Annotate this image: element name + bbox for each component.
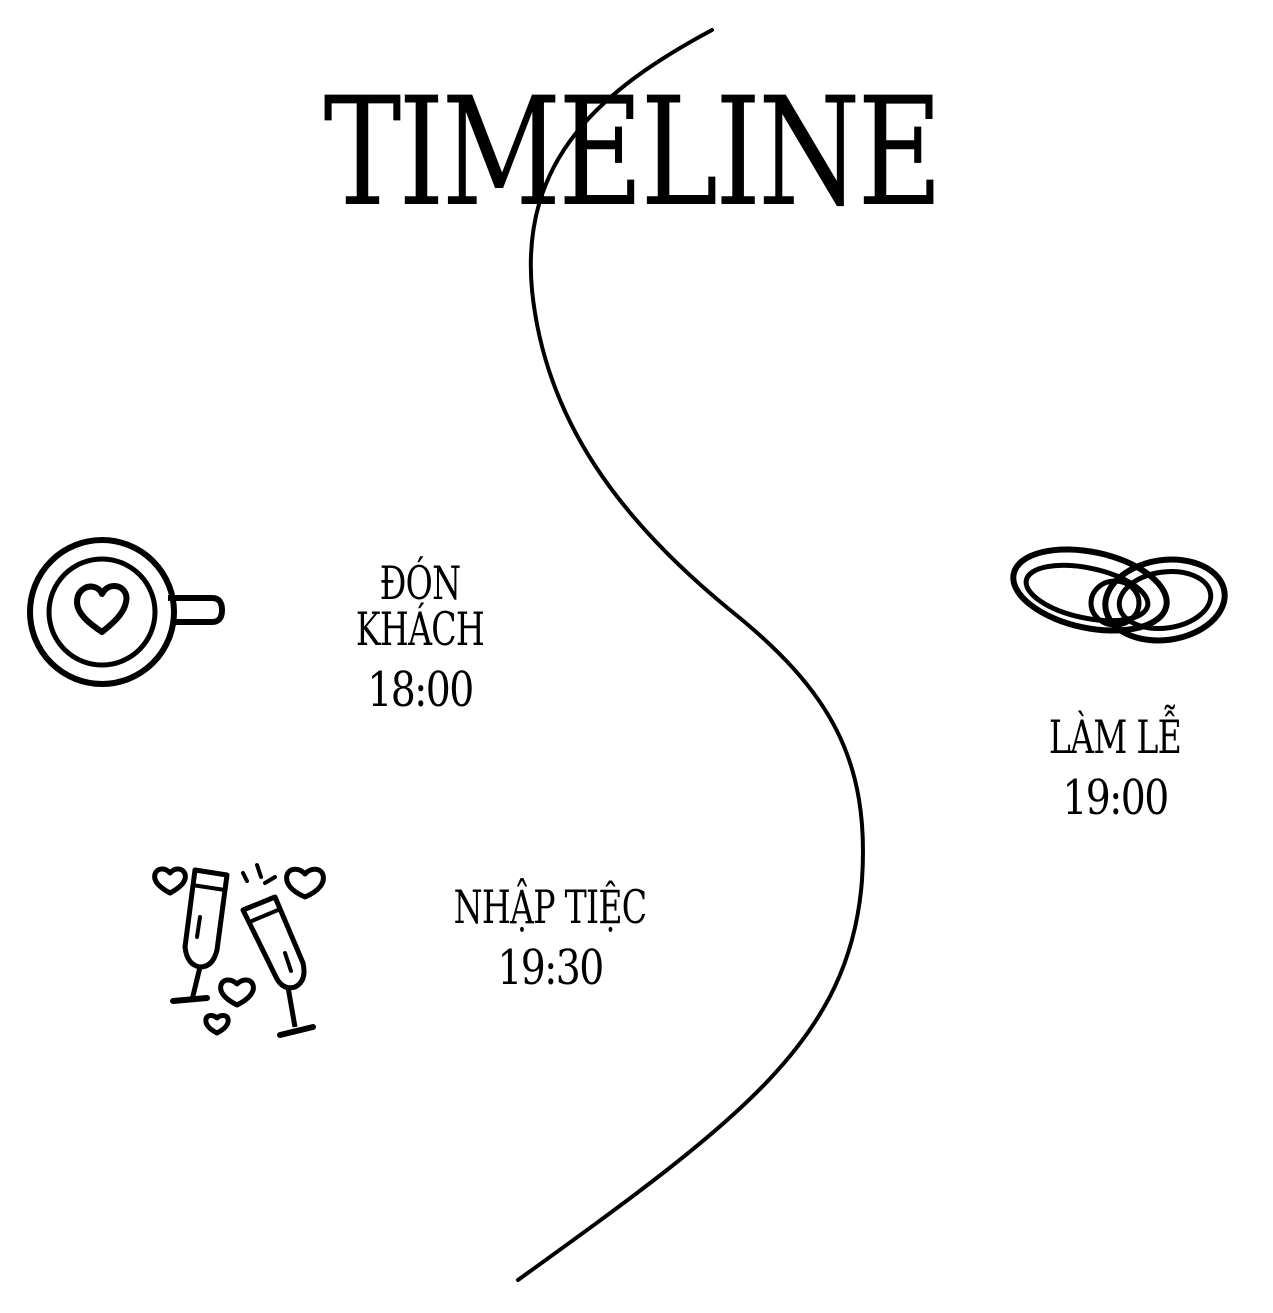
champagne-toast-icon bbox=[152, 863, 326, 1038]
wedding-rings-icon bbox=[1010, 546, 1228, 644]
event-name: ĐÓN KHÁCH bbox=[355, 556, 485, 656]
event-don-khach: ĐÓN KHÁCH 18:00 bbox=[270, 560, 570, 714]
event-name: LÀM LỄ bbox=[1048, 710, 1182, 764]
event-time: 19:00 bbox=[1062, 770, 1169, 826]
event-nhap-tiec: NHẬP TIỆC 19:30 bbox=[400, 884, 700, 992]
event-name: NHẬP TIỆC bbox=[453, 880, 648, 934]
page-title: TIMELINE bbox=[323, 66, 942, 240]
event-time: 18:00 bbox=[367, 662, 474, 718]
coffee-heart-icon bbox=[27, 537, 225, 687]
event-lam-le: LÀM LỄ 19:00 bbox=[980, 714, 1250, 822]
event-time: 19:30 bbox=[497, 940, 604, 996]
